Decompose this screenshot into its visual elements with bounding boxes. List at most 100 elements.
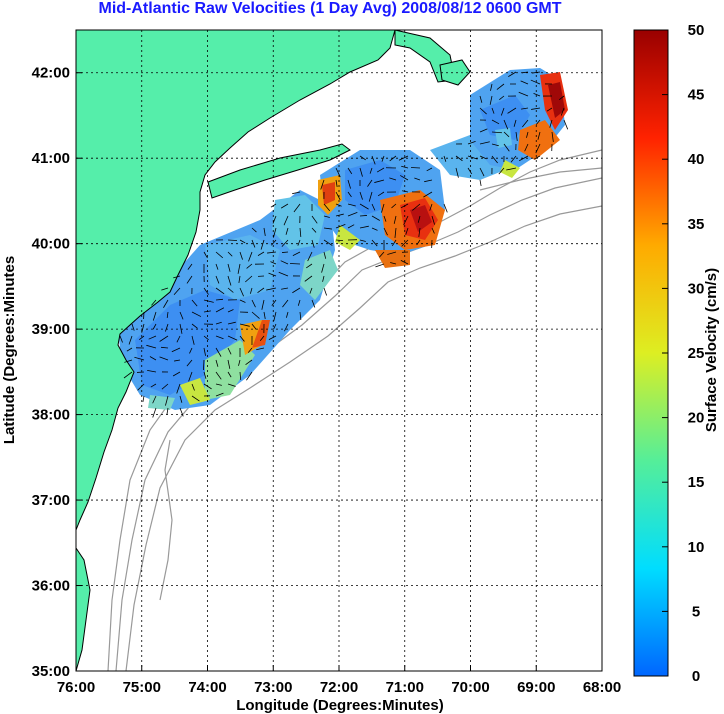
velocity-arrow: [424, 179, 433, 183]
velocity-arrow: [405, 227, 409, 235]
velocity-arrow: [245, 359, 253, 366]
velocity-arrow: [513, 119, 517, 127]
velocity-arrow: [359, 239, 366, 242]
velocity-arrow: [270, 261, 277, 265]
velocity-arrow: [251, 299, 256, 308]
velocity-arrow: [263, 311, 266, 319]
colorbar-tick-label: 45: [688, 87, 705, 104]
velocity-arrow: [247, 347, 253, 353]
velocity-arrow: [377, 191, 385, 197]
velocity-arrow: [257, 287, 265, 294]
velocity-arrow: [159, 356, 169, 361]
velocity-arrow: [260, 239, 265, 250]
velocity-arrow: [273, 311, 277, 321]
velocity-arrow: [285, 227, 289, 235]
velocity-arrow: [323, 227, 332, 230]
velocity-arrow: [238, 359, 241, 366]
velocity-arrow: [491, 107, 495, 114]
velocity-arrow: [128, 335, 133, 345]
velocity-arrow: [491, 155, 498, 164]
velocity-arrow: [391, 203, 397, 209]
velocity-arrow: [259, 335, 265, 341]
velocity-arrow: [367, 179, 373, 187]
velocity-arrow: [347, 191, 352, 198]
velocity-arrow: [335, 179, 338, 187]
velocity-arrow: [203, 359, 205, 371]
velocity-arrow: [533, 92, 541, 97]
velocity-arrow: [191, 299, 198, 307]
velocity-arrow: [335, 239, 344, 242]
velocity-arrow: [271, 299, 277, 306]
velocity-arrow: [123, 371, 133, 379]
velocity-arrow: [271, 239, 277, 246]
velocity-arrow: [335, 213, 344, 217]
velocity-arrow: [500, 107, 505, 116]
velocity-arrow: [546, 107, 553, 112]
velocity-arrow: [479, 95, 483, 103]
colorbar-label: Surface Velocity (cm/s): [703, 268, 720, 432]
velocity-arrow: [163, 299, 169, 308]
velocity-arrow: [227, 321, 236, 325]
velocity-arrow: [347, 179, 351, 189]
velocity-arrow: [215, 359, 219, 367]
velocity-arrow: [371, 155, 376, 165]
velocity-arrow: [490, 83, 493, 91]
velocity-arrow: [238, 275, 241, 283]
velocity-arrow: [531, 107, 541, 110]
velocity-arrow: [215, 347, 222, 357]
velocity-arrow: [286, 311, 289, 318]
colorbar-tick-label: 35: [688, 216, 705, 233]
velocity-arrow: [503, 143, 510, 152]
velocity-arrow: [146, 344, 157, 349]
velocity-arrow: [371, 239, 378, 247]
velocity-arrow: [526, 131, 529, 138]
velocity-arrow: [227, 275, 232, 286]
velocity-arrow: [237, 263, 241, 274]
velocity-arrow: [191, 335, 195, 345]
velocity-arrow: [537, 131, 541, 140]
velocity-arrow: [359, 191, 363, 200]
velocity-arrow: [152, 407, 157, 418]
velocity-arrow: [139, 335, 145, 340]
velocity-arrow: [215, 371, 222, 380]
velocity-arrow: [383, 215, 387, 222]
velocity-arrow: [292, 287, 301, 294]
velocity-arrow: [191, 323, 198, 329]
velocity-arrow: [186, 359, 193, 367]
velocity-arrow: [280, 260, 289, 265]
velocity-arrow: [179, 395, 183, 403]
velocity-arrow: [522, 71, 529, 74]
velocity-arrow: [309, 287, 313, 294]
velocity-arrow: [347, 212, 358, 217]
velocity-arrow: [246, 371, 253, 381]
velocity-arrow: [165, 395, 169, 406]
velocity-arrow: [239, 299, 246, 303]
velocity-arrow: [533, 155, 541, 160]
velocity-arrow: [479, 141, 490, 145]
velocity-arrow: [239, 323, 250, 327]
velocity-arrow: [479, 107, 487, 115]
velocity-arrow: [507, 107, 517, 114]
velocity-arrow: [160, 346, 169, 349]
velocity-arrow: [166, 311, 169, 318]
velocity-arrow: [246, 263, 253, 269]
velocity-arrow: [191, 395, 200, 402]
velocity-arrow: [379, 251, 385, 258]
velocity-arrow: [161, 287, 169, 291]
velocity-arrow: [248, 251, 253, 262]
velocity-arrow: [417, 215, 421, 223]
velocity-arrow: [268, 272, 277, 277]
velocity-arrow: [203, 347, 206, 356]
velocity-arrow: [412, 203, 421, 211]
velocity-arrow: [151, 299, 157, 306]
velocity-arrow: [126, 347, 133, 352]
velocity-arrow: [323, 287, 328, 296]
colorbar-tick-label: 15: [688, 474, 705, 491]
velocity-arrow: [142, 395, 145, 402]
velocity-arrow: [137, 383, 145, 391]
velocity-arrow: [323, 203, 331, 212]
velocity-arrow: [293, 203, 301, 213]
velocity-arrow: [390, 262, 397, 265]
velocity-arrow: [518, 91, 529, 97]
velocity-arrow: [519, 155, 529, 162]
